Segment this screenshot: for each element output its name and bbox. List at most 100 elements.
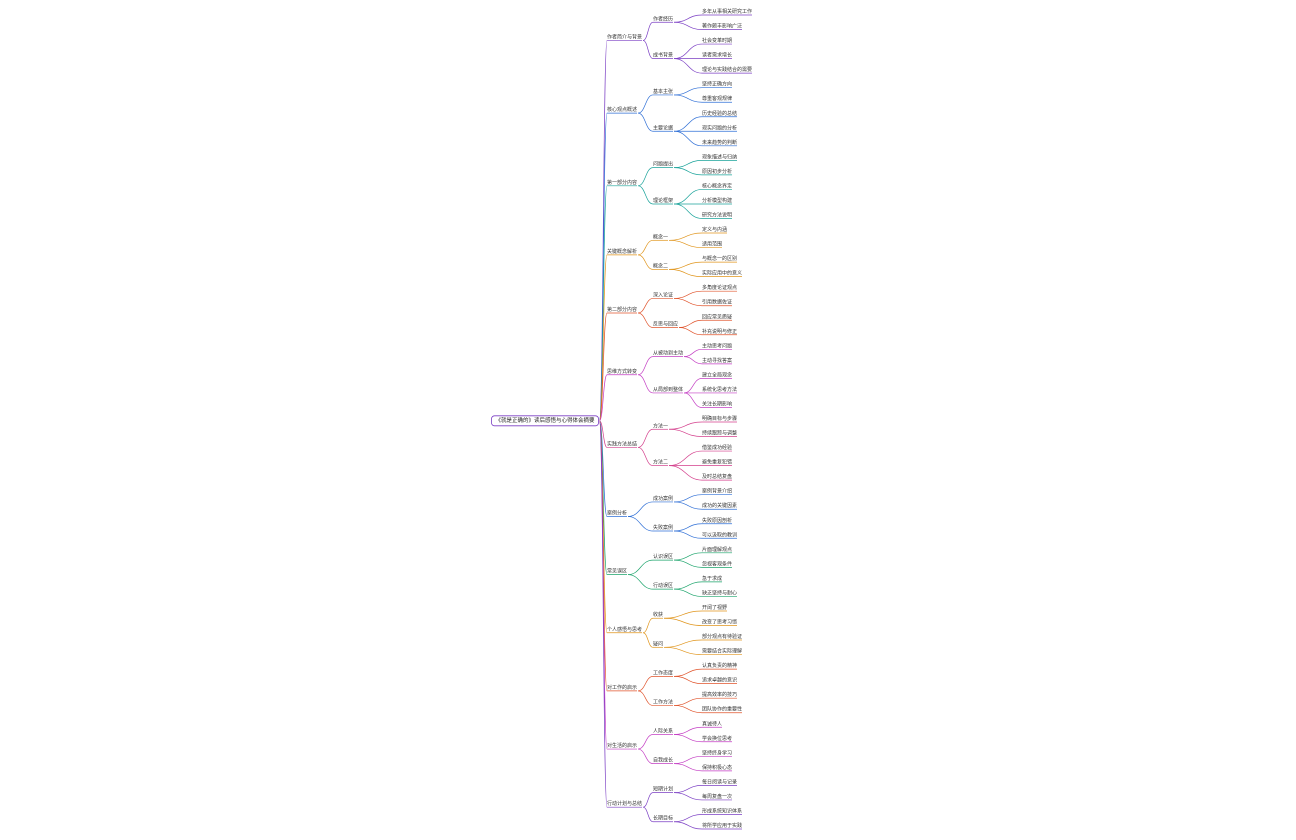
connector — [664, 646, 703, 655]
node-label: 急于求成 — [702, 575, 722, 582]
node-label: 案例分析 — [607, 509, 627, 516]
node-label: 长期目标 — [653, 815, 673, 822]
connector — [599, 420, 608, 575]
connector — [664, 617, 703, 626]
node-label: 主动寻找答案 — [702, 357, 732, 364]
connector — [669, 239, 703, 248]
connector — [599, 420, 608, 448]
connector — [674, 116, 703, 132]
connector — [674, 676, 703, 684]
connector — [637, 356, 654, 376]
connector — [674, 552, 703, 561]
root-box — [491, 415, 599, 427]
connector — [674, 668, 703, 677]
node-label: 适用范围 — [702, 241, 722, 248]
node-label: 概念一 — [653, 233, 668, 240]
connector — [674, 130, 703, 147]
node-label: 学会换位思考 — [702, 735, 732, 742]
connector — [674, 189, 703, 205]
node-label: 未来趋势的判断 — [702, 139, 737, 146]
connector — [674, 697, 703, 706]
node-label: 借鉴成功经验 — [702, 444, 732, 451]
node-label: 历史经验的总结 — [702, 110, 737, 117]
node-label: 疑问 — [653, 640, 663, 647]
connector — [674, 814, 703, 823]
connector — [599, 420, 608, 692]
node-label: 收获 — [653, 611, 663, 618]
connector — [599, 420, 608, 517]
node-label: 多年从事相关研究工作 — [702, 8, 752, 15]
connector — [684, 356, 703, 365]
node-label: 认真负责的精神 — [702, 662, 737, 669]
node-label: 现象描述与归纳 — [702, 153, 737, 160]
connector — [642, 40, 654, 59]
connector — [599, 420, 608, 808]
node-label: 理论框架 — [653, 197, 673, 204]
connector — [674, 14, 703, 23]
connector — [599, 312, 608, 422]
node-label: 缺乏坚持与耐心 — [702, 589, 737, 596]
node-label: 基本主张 — [653, 88, 673, 95]
node-label: 反思与回应 — [653, 321, 678, 328]
edges — [599, 14, 703, 830]
node-label: 系统化思考方法 — [702, 386, 737, 393]
node-label: 方法一 — [653, 422, 668, 429]
connector — [669, 261, 703, 270]
node-label: 行动误区 — [653, 582, 673, 589]
node-label: 读者需求增长 — [702, 52, 732, 59]
node-label: 定义与内涵 — [702, 226, 727, 233]
node-label: 成功案例 — [653, 495, 673, 502]
node-label: 短期计划 — [653, 786, 673, 793]
node-label: 可以汲取的教训 — [702, 531, 737, 538]
node-label: 失败原因剖析 — [702, 517, 732, 524]
node-label: 社会变革时期 — [702, 37, 732, 44]
node-label: 及时总结复盘 — [702, 473, 732, 480]
node-label: 团队协作的重要性 — [702, 706, 742, 713]
node-label: 对生活的启示 — [607, 742, 637, 749]
node-label: 实际应用中的意义 — [702, 270, 742, 277]
node-label: 作者简介与背景 — [607, 33, 642, 40]
connector — [674, 821, 703, 830]
node-label: 部分观点有待验证 — [702, 633, 742, 640]
connector — [664, 639, 703, 648]
connector — [637, 690, 654, 706]
node-label: 需要结合实际理解 — [702, 648, 742, 655]
connector — [642, 632, 654, 648]
node-label: 引用数据佐证 — [702, 299, 732, 306]
node-label: 认识误区 — [653, 553, 673, 560]
node-label: 追求卓越的意识 — [702, 677, 737, 684]
node-label: 实践方法总结 — [607, 440, 637, 447]
node-label: 方法二 — [653, 459, 668, 466]
node-label: 个人感悟与思考 — [607, 626, 642, 633]
connector — [669, 465, 703, 481]
connector — [628, 501, 654, 517]
node-label: 提高效率的技巧 — [702, 691, 737, 698]
connector — [664, 610, 703, 619]
node-label: 对工作的启示 — [607, 684, 637, 691]
connector — [674, 290, 703, 299]
connector — [637, 112, 654, 132]
node-label: 成书背景 — [653, 52, 673, 59]
node-label: 每周复盘一次 — [702, 793, 732, 800]
connector — [628, 516, 654, 532]
connector — [637, 676, 654, 692]
connector — [674, 734, 703, 743]
connector — [669, 428, 703, 437]
node-label: 真诚待人 — [702, 720, 722, 727]
node-label: 现实问题的分析 — [702, 124, 737, 131]
connector — [674, 792, 703, 801]
connector — [637, 447, 654, 466]
connector — [674, 705, 703, 714]
connector — [674, 501, 703, 510]
node-label: 尊重客观规律 — [702, 95, 732, 102]
connector — [674, 559, 703, 568]
node-label: 常见误区 — [607, 568, 627, 575]
connector — [637, 239, 654, 256]
connector — [684, 348, 703, 357]
node-label: 核心观点概述 — [607, 106, 637, 113]
connector — [637, 312, 654, 328]
connector — [642, 617, 654, 634]
node-label: 将所学应用于实践 — [702, 822, 742, 829]
connector — [642, 806, 654, 823]
